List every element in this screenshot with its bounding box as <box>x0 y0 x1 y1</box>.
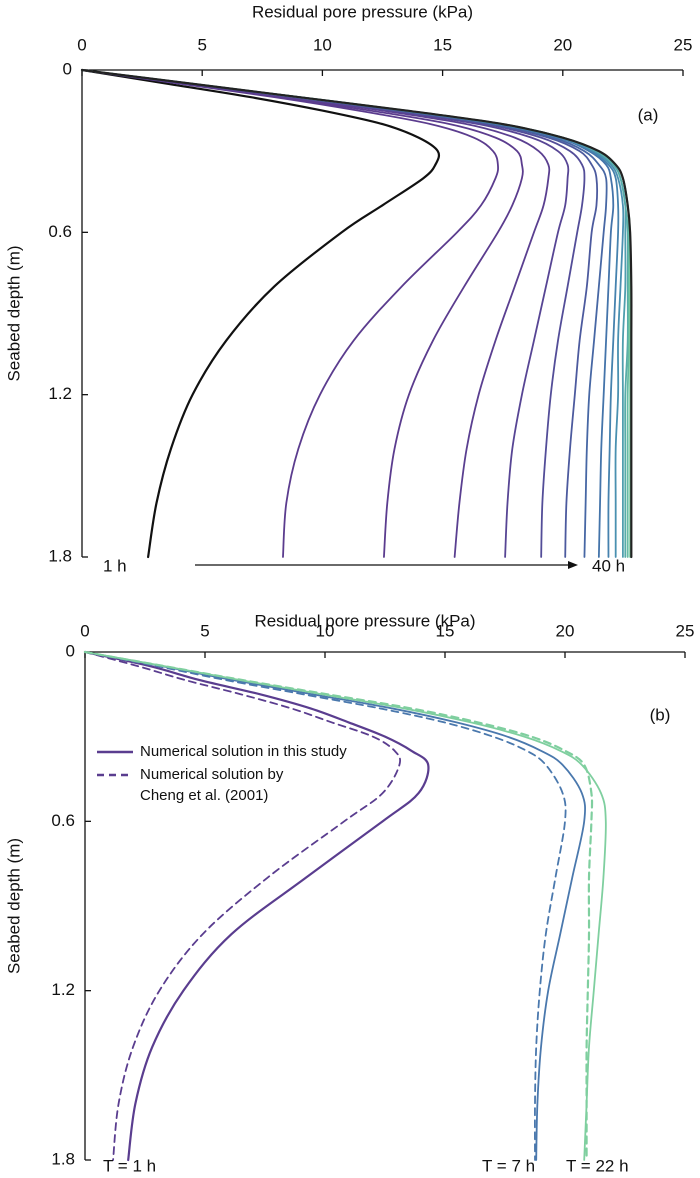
annotation: 40 h <box>592 556 625 575</box>
y-tick-label: 1.2 <box>51 980 75 999</box>
legend-entry: Numerical solution by Cheng et al. (2001… <box>140 766 284 804</box>
y-tick-label: 0.6 <box>51 811 75 830</box>
curve <box>84 651 607 1161</box>
y-axis-title: Seabed depth (m) <box>4 838 23 974</box>
x-tick-label: 5 <box>200 621 209 640</box>
annotation: 1 h <box>103 556 127 575</box>
curve <box>81 69 551 558</box>
x-tick-label: 0 <box>77 35 86 54</box>
legend-label: Numerical solution by Cheng et al. (2001… <box>140 766 284 804</box>
y-tick-label: 0 <box>66 641 75 660</box>
curve <box>81 69 625 558</box>
y-tick-label: 1.2 <box>48 384 72 403</box>
annotation: T = 7 h <box>482 1156 535 1175</box>
x-tick-label: 15 <box>433 35 452 54</box>
y-tick-label: 0.6 <box>48 222 72 241</box>
x-tick-label: 10 <box>316 621 335 640</box>
x-axis-title: Residual pore pressure (kPa) <box>252 2 473 21</box>
panel-label: (a) <box>638 105 659 124</box>
curve <box>80 68 633 559</box>
curve <box>84 651 567 1161</box>
x-tick-label: 15 <box>436 621 455 640</box>
curve <box>81 69 570 558</box>
curve <box>81 69 630 558</box>
y-tick-label: 1.8 <box>51 1149 75 1168</box>
x-tick-label: 25 <box>676 621 695 640</box>
curve <box>84 651 402 1161</box>
y-tick-label: 0 <box>63 59 72 78</box>
legend-label: Numerical solution in this study <box>140 743 347 760</box>
curve <box>81 69 524 558</box>
curve <box>81 69 620 558</box>
y-tick-label: 1.8 <box>48 546 72 565</box>
x-tick-label: 25 <box>674 35 693 54</box>
x-tick-label: 10 <box>313 35 332 54</box>
legend-entry: Numerical solution in this study <box>140 743 347 760</box>
curve <box>81 69 499 558</box>
curve <box>83 650 594 1162</box>
annotation: T = 1 h <box>103 1156 156 1175</box>
x-tick-label: 5 <box>197 35 206 54</box>
annotation: T = 22 h <box>566 1156 629 1175</box>
x-tick-label: 0 <box>80 621 89 640</box>
arrow-head <box>568 561 578 569</box>
curve <box>81 69 632 558</box>
curve <box>83 650 430 1162</box>
x-tick-label: 20 <box>553 35 572 54</box>
x-axis-title: Residual pore pressure (kPa) <box>254 611 475 630</box>
curve <box>80 68 441 559</box>
curve <box>81 69 598 558</box>
curve <box>84 651 586 1161</box>
x-tick-label: 20 <box>556 621 575 640</box>
panel-label: (b) <box>650 705 671 724</box>
y-axis-title: Seabed depth (m) <box>4 245 23 381</box>
